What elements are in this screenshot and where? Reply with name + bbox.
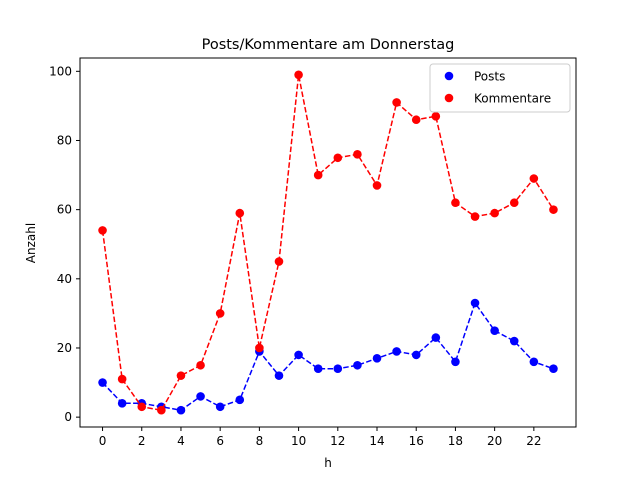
data-point-posts [98, 378, 107, 387]
data-point-kommentare [117, 374, 127, 384]
data-point-posts [215, 402, 225, 412]
data-point-posts [274, 371, 284, 380]
data-point-kommentare [196, 360, 205, 370]
x-tick-label: 18 [448, 434, 463, 448]
data-point-posts [411, 350, 421, 360]
x-tick-label: 10 [291, 434, 306, 448]
data-point-kommentare [411, 115, 421, 125]
data-point-kommentare [294, 70, 303, 80]
data-point-kommentare [549, 205, 558, 214]
data-point-posts [176, 405, 186, 415]
x-tick-label: 14 [369, 434, 384, 448]
data-point-posts [294, 350, 303, 360]
data-point-kommentare [235, 208, 245, 218]
x-tick-label: 8 [256, 434, 264, 448]
x-tick-label: 0 [99, 434, 107, 448]
data-point-kommentare [470, 212, 480, 221]
x-tick-label: 2 [138, 434, 146, 448]
data-point-kommentare [176, 371, 186, 380]
data-point-kommentare [431, 111, 441, 121]
data-point-posts [529, 357, 539, 367]
y-tick-label: 0 [64, 410, 72, 424]
series-posts [98, 298, 558, 415]
y-tick-label: 80 [57, 133, 72, 147]
data-point-kommentare [529, 174, 539, 183]
data-point-posts [490, 326, 499, 335]
data-point-posts [333, 364, 343, 374]
series-kommentare [98, 70, 558, 415]
y-axis-label: Anzahl [24, 223, 38, 263]
data-point-kommentare [313, 170, 323, 180]
data-point-kommentare [451, 198, 460, 208]
data-point-kommentare [215, 309, 225, 318]
data-point-posts [451, 357, 460, 367]
data-point-posts [372, 354, 382, 363]
data-point-posts [392, 347, 401, 356]
series-line-posts [102, 301, 554, 412]
data-point-kommentare [372, 181, 382, 190]
data-point-posts [196, 392, 205, 401]
legend-label-kommentare: Kommentare [474, 92, 551, 106]
plot-area [98, 70, 558, 415]
data-point-kommentare [333, 153, 343, 163]
y-tick-label: 60 [57, 203, 72, 217]
plot-frame [79, 57, 577, 428]
x-tick-label: 20 [487, 434, 502, 448]
x-tick-label: 4 [177, 434, 185, 448]
data-point-posts [549, 364, 558, 374]
x-tick-label: 6 [216, 434, 224, 448]
data-point-posts [235, 395, 245, 405]
data-point-posts [313, 364, 323, 374]
data-point-kommentare [353, 150, 362, 159]
legend-marker-kommentare [444, 93, 454, 103]
legend-label-posts: Posts [474, 70, 505, 84]
data-point-kommentare [98, 226, 107, 235]
data-point-posts [509, 336, 519, 346]
data-point-kommentare [392, 98, 401, 107]
data-point-kommentare [157, 405, 166, 415]
data-point-posts [470, 298, 480, 308]
y-tick-label: 100 [49, 64, 72, 78]
y-tick-label: 40 [57, 272, 72, 286]
y-tick-label: 20 [57, 341, 72, 355]
data-point-posts [353, 360, 362, 370]
x-axis-label: h [324, 456, 332, 470]
data-point-kommentare [509, 198, 519, 208]
legend-box [429, 63, 571, 113]
data-point-kommentare [255, 343, 264, 353]
x-tick-label: 12 [330, 434, 345, 448]
chart-title: Posts/Kommentare am Donnerstag [202, 37, 455, 53]
legend: Posts Kommentare [429, 63, 571, 113]
data-point-posts [117, 399, 127, 408]
data-point-kommentare [274, 257, 284, 266]
legend-marker-posts [444, 71, 454, 81]
axes: 0 2 4 6 8 10 12 14 16 18 20 22 0 20 40 60 80 100 [49, 57, 577, 448]
data-point-kommentare [137, 402, 147, 412]
x-tick-label: 22 [526, 434, 541, 448]
x-tick-label: 16 [409, 434, 424, 448]
data-point-posts [431, 333, 441, 342]
series-line-kommentare [101, 74, 555, 412]
data-point-kommentare [490, 208, 499, 218]
